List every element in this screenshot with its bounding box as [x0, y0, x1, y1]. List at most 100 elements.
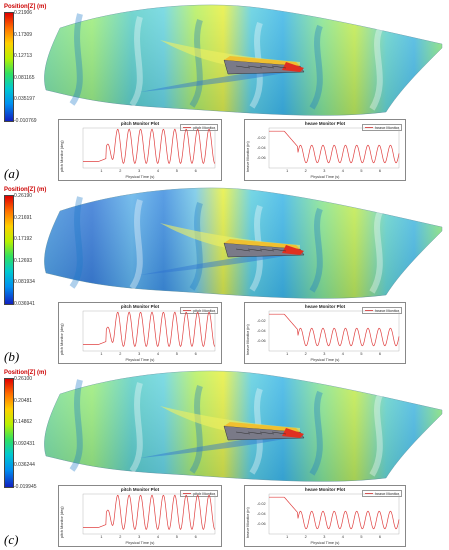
pitch-monitor-plot: pitch Monitor Plot pitch Monitor pitch Mon… — [58, 302, 222, 364]
legend-swatch — [364, 493, 373, 494]
y-axis-label: pitch Monitor (deg) — [60, 323, 64, 355]
x-tick-label: 6 — [378, 352, 382, 356]
colorbar-tick-label: 0.26190 — [14, 193, 33, 199]
x-tick-label: 6 — [378, 535, 382, 539]
x-tick-label: 5 — [360, 352, 363, 356]
x-tick-label: 6 — [194, 352, 197, 356]
x-axis-label: Physical Time (s) — [310, 358, 340, 362]
colorbar — [4, 195, 14, 305]
plot-title: pitch Monitor Plot — [120, 121, 160, 126]
legend-label: heave Monitor — [374, 491, 399, 496]
x-tick-label: 5 — [175, 352, 178, 356]
colorbar-tick-label: 0.14862 — [14, 419, 33, 426]
x-tick-label: 1 — [100, 535, 103, 539]
boat-hull — [223, 239, 305, 258]
x-axis-label: Physical Time (s) — [310, 175, 340, 179]
x-tick-label: 2 — [304, 169, 307, 173]
x-tick-label: 4 — [156, 169, 160, 173]
x-tick-label: 4 — [156, 352, 160, 356]
x-tick-label: 1 — [100, 169, 103, 173]
x-tick-label: 5 — [360, 169, 363, 173]
colorbar-tick-label: 0.20481 — [14, 397, 33, 404]
legend-label: pitch Monitor — [193, 125, 215, 130]
y-axis-label: heave Monitor (m) — [246, 141, 250, 172]
heave-monitor-plot: heave Monitor Plot heave Monitor heave Mon… — [244, 485, 406, 547]
x-tick-label: 3 — [138, 352, 141, 356]
plot-title: pitch Monitor Plot — [120, 304, 160, 309]
plot-legend: heave Monitor — [361, 124, 402, 131]
panel-label: (b) — [4, 349, 20, 364]
panel-label: (a) — [4, 166, 20, 181]
pitch-monitor-series — [83, 128, 216, 164]
colorbar-tick-label: 0.036941 — [14, 301, 35, 307]
plot-legend: pitch Monitor — [180, 490, 218, 497]
legend-label: pitch Monitor — [193, 491, 215, 496]
y-tick-label: -0.04 — [257, 329, 266, 333]
x-axis-label: Physical Time (s) — [125, 175, 155, 179]
x-tick-label: 1 — [100, 352, 103, 356]
x-tick-label: 2 — [304, 352, 307, 356]
x-tick-label: 6 — [194, 535, 197, 539]
x-tick-label: 4 — [156, 535, 160, 539]
heave-curve-area — [268, 127, 400, 169]
panel-a: Position[Z] (m) 0.21906 0.17309 0.12713 0.08… — [0, 0, 449, 183]
x-tick-label: 4 — [341, 352, 344, 356]
colorbar-tick-label: 0.12693 — [14, 257, 33, 264]
wave-surface — [44, 187, 443, 299]
colorbar-tick-label: -0.019945 — [14, 484, 37, 490]
y-tick-label: -0.06 — [257, 522, 266, 526]
boat-hull — [223, 422, 305, 441]
x-tick-label: 2 — [119, 169, 122, 173]
legend-swatch — [183, 127, 192, 128]
heave-curve-area — [268, 310, 400, 352]
colorbar-tick-label: 0.26100 — [14, 376, 33, 382]
x-tick-label: 2 — [304, 535, 307, 539]
x-tick-label: 3 — [323, 352, 326, 356]
heave-monitor-series — [269, 496, 400, 530]
y-tick-label: -0.04 — [257, 146, 266, 150]
y-tick-label: -0.02 — [257, 319, 266, 323]
colorbar-tick-label: 0.21906 — [14, 10, 33, 16]
y-axis-label: pitch Monitor (deg) — [60, 506, 64, 538]
x-tick-label: 5 — [175, 169, 178, 173]
colorbar-tick-label: 0.092431 — [14, 440, 35, 447]
legend-swatch — [183, 493, 192, 494]
pitch-curve-area — [82, 493, 216, 535]
plot-legend: pitch Monitor — [180, 124, 218, 131]
y-axis-label: heave Monitor (m) — [246, 507, 250, 538]
pitch-monitor-plot: pitch Monitor Plot pitch Monitor pitch Mon… — [58, 485, 222, 547]
heave-curve-area — [268, 493, 400, 535]
plot-title: heave Monitor Plot — [304, 121, 346, 126]
x-tick-label: 3 — [138, 169, 141, 173]
heave-monitor-plot: heave Monitor Plot heave Monitor heave Mon… — [244, 302, 406, 364]
plot-title: pitch Monitor Plot — [120, 487, 160, 492]
y-tick-label: -0.02 — [257, 502, 266, 506]
x-tick-label: 3 — [138, 535, 141, 539]
x-tick-label: 6 — [194, 169, 197, 173]
plot-title: heave Monitor Plot — [304, 304, 346, 309]
legend-label: heave Monitor — [374, 125, 399, 130]
colorbar-title: Position[Z] (m) — [4, 187, 47, 193]
pitch-monitor-plot: pitch Monitor Plot pitch Monitor pitch Mon… — [58, 119, 222, 181]
legend-label: pitch Monitor — [193, 308, 215, 313]
colorbar-title: Position[Z] (m) — [4, 4, 47, 10]
panel-label: (c) — [4, 532, 19, 547]
legend-swatch — [183, 310, 192, 311]
x-tick-label: 3 — [323, 535, 326, 539]
legend-swatch — [364, 127, 373, 128]
colorbar — [4, 12, 14, 122]
heave-monitor-plot: heave Monitor Plot heave Monitor heave Mon… — [244, 119, 406, 181]
colorbar — [4, 378, 14, 488]
wave-surface — [44, 370, 443, 482]
x-tick-label: 4 — [341, 535, 344, 539]
panel-b: Position[Z] (m) 0.26190 0.21691 0.17192 0.12… — [0, 183, 449, 366]
x-tick-label: 2 — [119, 352, 122, 356]
colorbar-tick-label: -0.010769 — [14, 118, 37, 124]
plot-legend: pitch Monitor — [180, 307, 218, 314]
y-axis-label: heave Monitor (m) — [246, 324, 250, 355]
x-tick-label: 1 — [286, 169, 289, 173]
heave-monitor-series — [269, 313, 400, 347]
y-tick-label: -0.06 — [257, 339, 266, 343]
y-axis-label: pitch Monitor (deg) — [60, 140, 64, 172]
legend-label: heave Monitor — [374, 308, 399, 313]
